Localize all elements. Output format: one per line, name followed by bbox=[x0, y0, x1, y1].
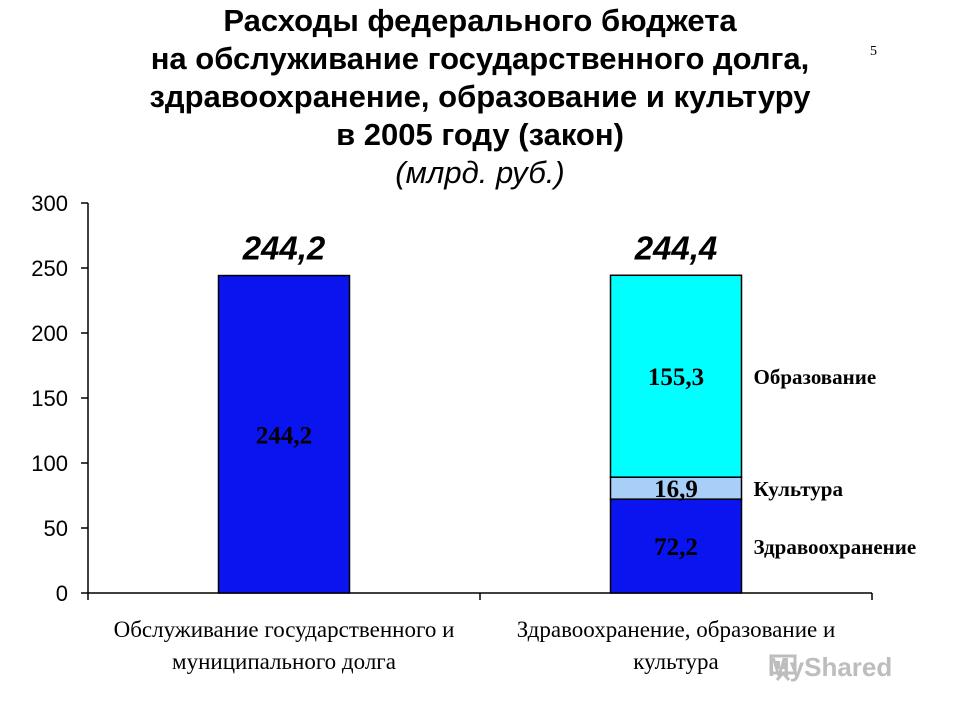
title-line-4: в 2005 году (закон) bbox=[336, 117, 624, 152]
y-tick-label: 50 bbox=[44, 516, 68, 541]
title-line-3: здравоохранение, образование и культуру bbox=[149, 79, 811, 114]
bar-segment bbox=[609, 274, 743, 478]
bar-total-label: 244,2 bbox=[242, 230, 326, 267]
y-tick-label: 200 bbox=[31, 321, 68, 346]
segment-value-label: 244,2 bbox=[256, 422, 312, 449]
series-name-label: Образование bbox=[754, 365, 877, 389]
watermark: MyShared bbox=[768, 652, 892, 683]
x-category-label: культура bbox=[633, 649, 718, 674]
y-tick-label: 150 bbox=[31, 386, 68, 411]
y-tick-label: 300 bbox=[31, 191, 68, 216]
y-tick-label: 0 bbox=[56, 581, 68, 606]
series-name-label: Здравоохранение bbox=[754, 535, 917, 559]
bar-segment bbox=[217, 274, 351, 594]
bar-total-label: 244,4 bbox=[634, 229, 718, 266]
chart-title: Расходы федерального бюджета на обслужив… bbox=[0, 2, 960, 192]
x-category-label: Здравоохранение, образование и bbox=[517, 617, 836, 642]
y-tick-label: 250 bbox=[31, 256, 68, 281]
presentation-icon bbox=[769, 654, 797, 681]
x-category-label: муниципального долга bbox=[172, 649, 396, 674]
x-category-label: Обслуживание государственного и bbox=[114, 617, 455, 642]
title-line-1: Расходы федерального бюджета bbox=[223, 3, 737, 38]
y-tick-label: 100 bbox=[31, 451, 68, 476]
segment-value-label: 155,3 bbox=[648, 364, 704, 391]
slide-number: 5 bbox=[870, 44, 877, 59]
title-line-2: на обслуживание государственного долга, bbox=[150, 41, 810, 76]
segment-value-label: 72,2 bbox=[654, 534, 698, 561]
series-name-label: Культура bbox=[754, 477, 844, 501]
chart-subtitle: (млрд. руб.) bbox=[395, 155, 565, 190]
segment-value-label: 16,9 bbox=[654, 476, 698, 503]
bar-segment bbox=[609, 498, 743, 594]
